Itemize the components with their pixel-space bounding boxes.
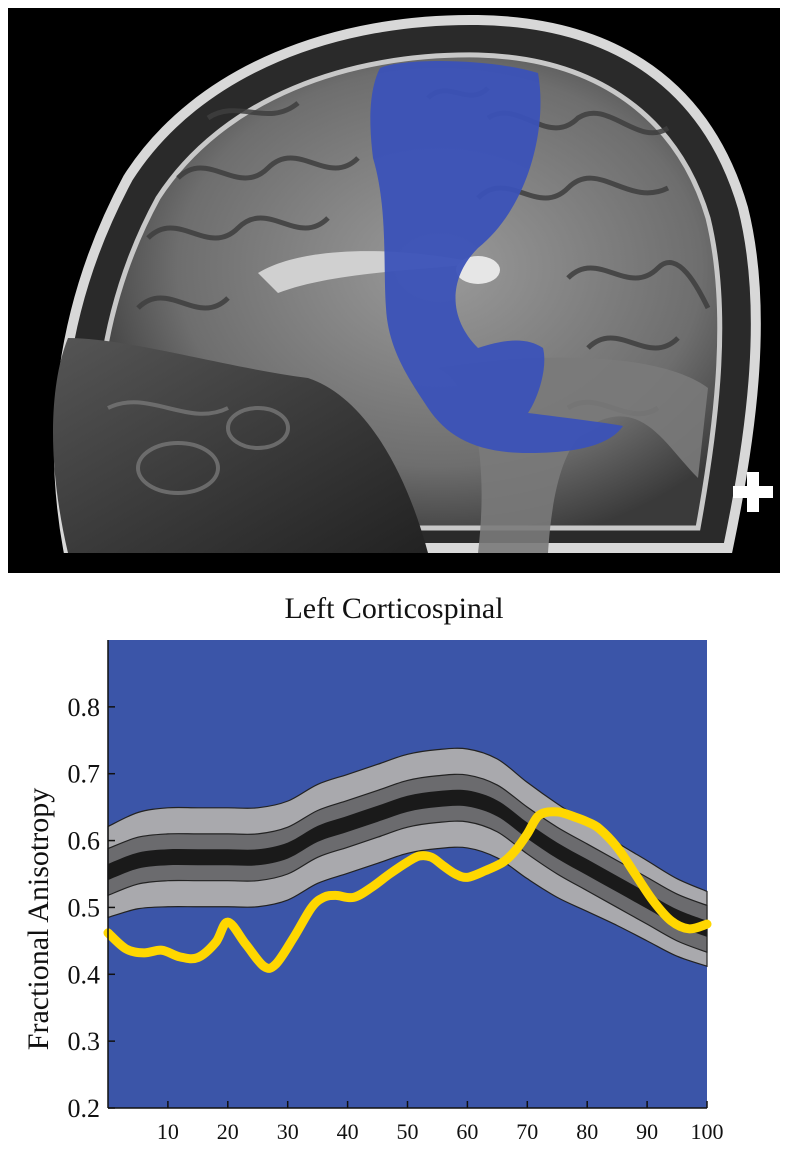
x-tick-label: 50 <box>397 1119 419 1144</box>
y-tick-label: 0.8 <box>68 693 101 722</box>
x-tick-label: 80 <box>576 1119 598 1144</box>
y-tick-label: 0.4 <box>68 960 101 989</box>
y-tick-label: 0.6 <box>68 827 101 856</box>
x-tick-label: 100 <box>691 1119 724 1144</box>
x-tick-label: 10 <box>157 1119 179 1144</box>
x-tick-label: 40 <box>337 1119 359 1144</box>
y-axis-label: Fractional Anisotropy <box>22 788 55 1050</box>
axes: 10 20 30 40 50 60 70 80 90 100 0.2 0.3 0.4 0.5 0.6 0.7 0… <box>68 640 724 1144</box>
x-tick-label: 70 <box>516 1119 538 1144</box>
outer-band <box>107 747 708 968</box>
x-tick-label: 60 <box>456 1119 478 1144</box>
reference-bands <box>107 747 708 968</box>
series-layer <box>103 807 712 973</box>
mri-sagittal-brain-icon <box>53 14 773 553</box>
x-tick-label: 30 <box>277 1119 299 1144</box>
chart-title: Left Corticospinal <box>284 592 504 625</box>
y-tick-label: 0.3 <box>68 1027 101 1056</box>
x-tick-label: 90 <box>636 1119 658 1144</box>
inner-band <box>107 773 708 954</box>
plot-background <box>108 640 707 1108</box>
series-line-0 <box>103 807 712 973</box>
y-tick-label: 0.2 <box>68 1094 101 1123</box>
y-tick-label: 0.7 <box>68 760 101 789</box>
mri-image-panel <box>8 8 780 573</box>
x-tick-label: 20 <box>217 1119 239 1144</box>
y-tick-label: 0.5 <box>68 893 101 922</box>
plus-icon <box>733 472 773 512</box>
mean-band <box>108 789 707 937</box>
